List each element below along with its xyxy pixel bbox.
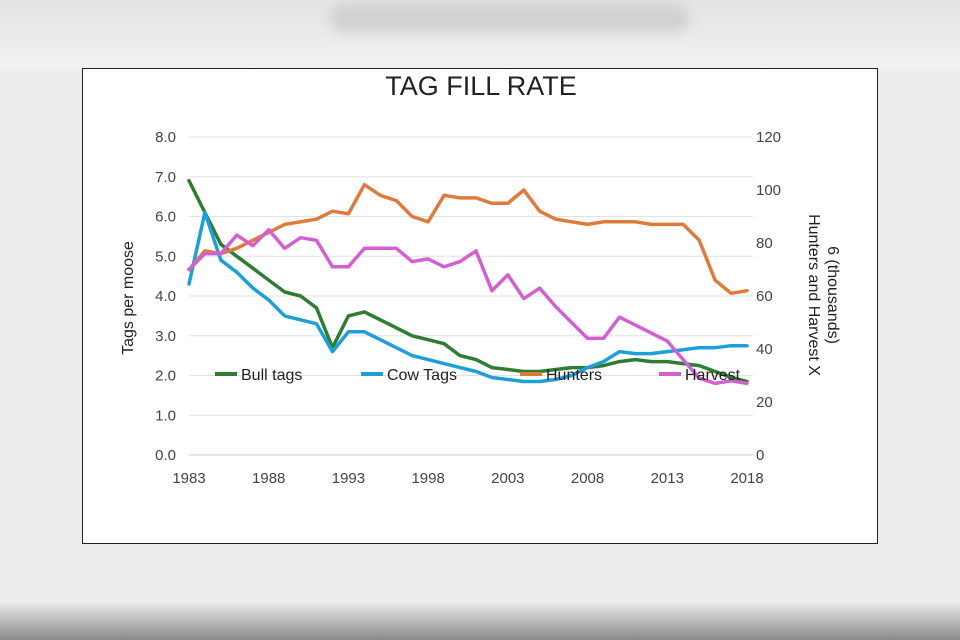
x-tick-label: 1993 [332,470,365,487]
legend-label-cow-tags: Cow Tags [387,367,457,384]
y2-axis-label-line2: 6 (thousands) [824,246,841,344]
x-tick-label: 2018 [730,470,763,487]
y-tick-label: 7.0 [155,169,176,186]
legend-label-hunters: Hunters [546,367,602,384]
y2-tick-label: 80 [756,235,773,252]
y2-tick-label: 100 [756,182,781,199]
chart-frame: TAG FILL RATE 0.0 1.0 2.0 3.0 4.0 5.0 6.0 7.0 8.… [82,68,878,544]
y2-tick-label: 60 [756,288,773,305]
series-line-cow-tags [187,210,749,384]
chart-svg: TAG FILL RATE 0.0 1.0 2.0 3.0 4.0 5.0 6.0 7.0 8.… [120,71,841,487]
y-tick-label: 2.0 [155,368,176,385]
y2-tick-label: 120 [756,129,781,146]
y-tick-label: 3.0 [155,328,176,345]
y2-tick-label: 0 [756,447,764,464]
chart-title: TAG FILL RATE [385,71,577,101]
y2-axis-label-line1: Hunters and Harvest X [805,214,822,376]
y2-tick-label: 20 [756,394,773,411]
y-tick-label: 0.0 [155,447,176,464]
x-tick-label: 1983 [172,470,205,487]
background-bottom [0,600,960,640]
legend-label-bull-tags: Bull tags [241,367,302,384]
x-tick-label: 2003 [491,470,524,487]
y-tick-label: 1.0 [155,407,176,424]
y-axis-label: Tags per moose [120,241,137,355]
y-tick-label: 5.0 [155,248,176,265]
legend-label-harvest: Harvest [685,367,741,384]
y-tick-label: 6.0 [155,209,176,226]
x-tick-label: 2013 [651,470,684,487]
series-line-hunters [187,182,749,296]
y2-tick-label: 40 [756,341,773,358]
series-line-harvest [187,228,749,386]
x-tick-label: 1988 [252,470,285,487]
x-tick-label: 2008 [571,470,604,487]
y-tick-label: 4.0 [155,288,176,305]
y-tick-label: 8.0 [155,129,176,146]
x-tick-label: 1998 [411,470,444,487]
background-blur [330,4,690,32]
series-line-bull-tags [187,178,749,384]
